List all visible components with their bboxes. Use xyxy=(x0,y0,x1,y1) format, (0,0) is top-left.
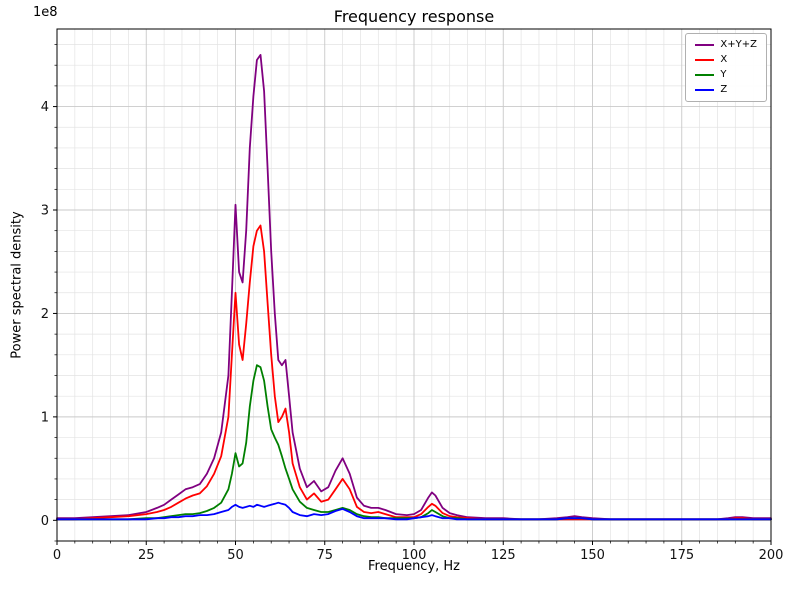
y-axis-offset-label: 1e8 xyxy=(33,5,58,20)
y-tick-label: 4 xyxy=(41,100,49,115)
x-tick-label: 0 xyxy=(53,548,61,563)
legend-label: X xyxy=(720,54,728,65)
legend-line-swatch-z xyxy=(695,89,715,91)
legend-label: X+Y+Z xyxy=(720,39,757,50)
series-line-1 xyxy=(56,224,772,521)
x-tick-label: 100 xyxy=(402,548,427,563)
x-tick-label: 50 xyxy=(227,548,244,563)
legend-item: X+Y+Z xyxy=(695,40,757,50)
x-tick-label: 125 xyxy=(491,548,516,563)
series-line-3 xyxy=(56,501,772,521)
x-tick-label: 150 xyxy=(580,548,605,563)
y-tick-label: 2 xyxy=(41,307,49,322)
x-axis-label: Frequency, Hz xyxy=(367,559,461,574)
x-tick-label: 175 xyxy=(669,548,694,563)
legend-line-swatch-x xyxy=(695,59,715,61)
y-tick-label: 3 xyxy=(41,204,49,219)
y-tick-label: 0 xyxy=(41,514,49,529)
y-axis-label: Power spectral density xyxy=(9,211,25,359)
legend: X+Y+Z X Y Z xyxy=(685,33,767,102)
legend-item: Z xyxy=(695,85,757,95)
legend-line-swatch-xyz xyxy=(695,44,715,46)
legend-label: Y xyxy=(720,69,727,80)
legend-line-swatch-y xyxy=(695,74,715,76)
legend-item: Y xyxy=(695,70,757,80)
series-line-0 xyxy=(56,54,772,521)
x-tick-label: 75 xyxy=(316,548,333,563)
legend-label: Z xyxy=(720,84,728,95)
chart-title: Frequency response xyxy=(333,7,495,26)
x-tick-label: 200 xyxy=(759,548,784,563)
y-tick-label: 1 xyxy=(41,410,49,425)
legend-item: X xyxy=(695,55,757,65)
x-tick-label: 25 xyxy=(138,548,155,563)
